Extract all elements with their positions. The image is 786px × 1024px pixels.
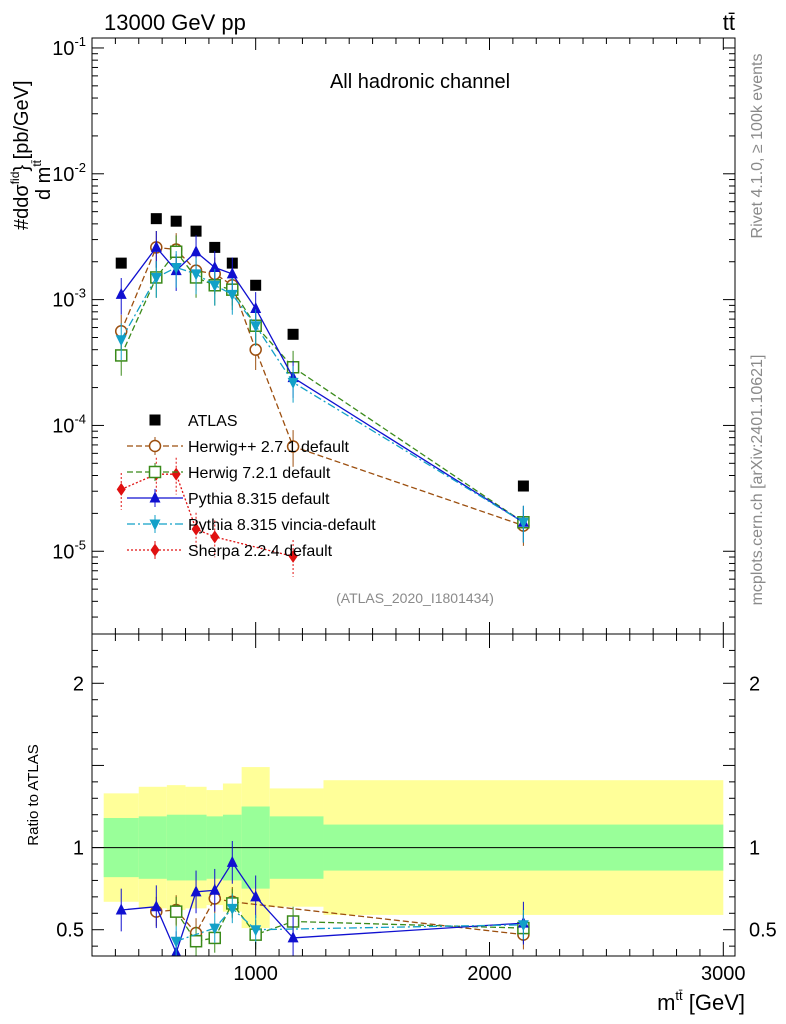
legend-label-data: ATLAS: [188, 413, 238, 430]
legend-marker-vincia: [149, 519, 161, 531]
legend-marker-herwigpp: [148, 439, 162, 453]
x-tick-label: 2000: [467, 963, 512, 985]
main-y-tick-label: 10-1: [52, 34, 86, 60]
x-axis-label: mtt̄ [GeV]: [657, 988, 745, 1015]
line-vincia: [120, 266, 524, 523]
legend-entry-herwig7: Herwig 7.2.1 default: [127, 463, 331, 482]
analysis-label: (ATLAS_2020_I1801434): [336, 590, 494, 606]
legend-marker-data: [149, 414, 161, 426]
legend-marker-sherpa: [150, 543, 160, 557]
rivet-version-label: Rivet 4.1.0, ≥ 100k events: [749, 54, 766, 239]
legend-marker-pythia: [149, 491, 161, 503]
point-data: [150, 213, 162, 225]
ratio-line-herwigpp: [156, 897, 524, 936]
point-pythia: [190, 245, 202, 257]
point-vincia: [287, 377, 299, 389]
legend-label-vincia: Pythia 8.315 vincia-default: [188, 517, 376, 534]
point-sherpa: [288, 549, 298, 563]
ratio-plot-area: [92, 767, 735, 956]
ratio-point-vincia: [170, 936, 182, 948]
legend-marker-herwig7: [148, 465, 162, 479]
main-y-tick-label: 10-3: [52, 286, 86, 312]
point-pythia: [115, 287, 127, 299]
point-data: [115, 257, 127, 269]
point-vincia: [250, 321, 262, 333]
legend: ATLAS Herwig++ 2.7.1 default Herwig 7.2.1 …: [127, 413, 376, 560]
point-pythia: [209, 260, 221, 272]
ratio-point-vincia: [517, 920, 529, 932]
point-vincia: [209, 280, 221, 292]
process-label: tt̄: [723, 10, 735, 35]
point-data: [250, 279, 262, 291]
main-panel: 10-5 10-4 10-3 10-2 10-1 All hadronic channe…: [8, 34, 736, 635]
point-data: [287, 328, 299, 340]
legend-label-sherpa: Sherpa 2.2.4 default: [188, 543, 333, 560]
ratio-frame: [91, 633, 736, 957]
legend-label-pythia: Pythia 8.315 default: [188, 491, 330, 508]
main-y-tick-label: 10-4: [52, 411, 86, 437]
point-sherpa: [210, 530, 220, 544]
legend-entry-sherpa: Sherpa 2.2.4 default: [127, 541, 333, 560]
ratio-point-pythia: [190, 885, 202, 897]
point-pythia: [226, 267, 238, 279]
ratio-point-pythia: [287, 931, 299, 943]
legend-entry-data: ATLAS: [149, 413, 238, 430]
x-tick-label: 3000: [701, 963, 746, 985]
ratio-point-pythia: [150, 900, 162, 912]
main-y-axis-label: #ddσfid} [pb/GeV] d mtt̄: [8, 80, 55, 230]
series-pythia: [115, 230, 529, 543]
ratio-point-pythia: [115, 903, 127, 915]
point-vincia: [517, 517, 529, 529]
point-vincia: [190, 269, 202, 281]
ratio-axes: 0.5 0.5 1 1 2 2 1000 2000 3000: [56, 634, 777, 985]
ratio-point-herwig7: [169, 905, 183, 918]
ratio-y-tick-label-left: 2: [73, 673, 84, 695]
point-sherpa: [171, 467, 181, 481]
point-data: [170, 215, 182, 227]
ratio-y-tick-label-left: 1: [73, 838, 84, 860]
ratio-series-pythia: [115, 841, 529, 956]
ratio-point-vincia: [250, 925, 262, 937]
ratio-y-axis-label: Ratio to ATLAS: [25, 744, 42, 845]
point-sherpa: [191, 522, 201, 536]
legend-label-herwig7: Herwig 7.2.1 default: [188, 465, 331, 482]
point-vincia: [150, 272, 162, 284]
chart-title: All hadronic channel: [330, 71, 510, 93]
ratio-point-pythia: [250, 890, 262, 902]
point-pythia: [250, 301, 262, 313]
svg-text:#ddσfid} [pb/GeV]: #ddσfid} [pb/GeV]: [8, 80, 33, 230]
ratio-point-pythia: [226, 855, 238, 867]
ratio-y-tick-label-right: 1: [749, 838, 760, 860]
x-tick-label: 1000: [233, 963, 278, 985]
point-vincia: [170, 262, 182, 274]
series-vincia: [115, 251, 529, 543]
ratio-point-vincia: [209, 923, 221, 935]
point-pythia: [150, 240, 162, 252]
ratio-y-tick-label-right: 0.5: [749, 920, 777, 942]
energy-label: 13000 GeV pp: [104, 10, 246, 35]
point-vincia: [226, 289, 238, 301]
ratio-point-herwig7: [189, 934, 203, 948]
point-data: [190, 225, 202, 237]
ratio-point-pythia: [209, 883, 221, 895]
legend-entry-herwigpp: Herwig++ 2.7.1 default: [127, 437, 350, 456]
ratio-panel: 0.5 0.5 1 1 2 2 1000 2000 3000 Ratio to ATLAS: [25, 633, 777, 985]
ratio-y-tick-label-left: 0.5: [56, 920, 84, 942]
legend-label-herwigpp: Herwig++ 2.7.1 default: [188, 439, 350, 456]
ratio-series-vincia: [170, 893, 529, 956]
point-vincia: [115, 335, 127, 347]
point-herwigpp: [286, 440, 300, 453]
point-data: [517, 480, 529, 492]
mcplots-label: mcplots.cern.ch [arXiv:2401.10621]: [749, 355, 766, 606]
ratio-point-vincia: [226, 903, 238, 915]
ratio-y-tick-label-right: 2: [749, 673, 760, 695]
main-y-tick-label: 10-2: [52, 160, 86, 186]
legend-entry-pythia: Pythia 8.315 default: [127, 489, 330, 508]
point-data: [209, 241, 221, 253]
main-y-tick-label: 10-5: [52, 537, 86, 563]
legend-entry-vincia: Pythia 8.315 vincia-default: [127, 515, 376, 534]
point-sherpa: [116, 482, 126, 496]
